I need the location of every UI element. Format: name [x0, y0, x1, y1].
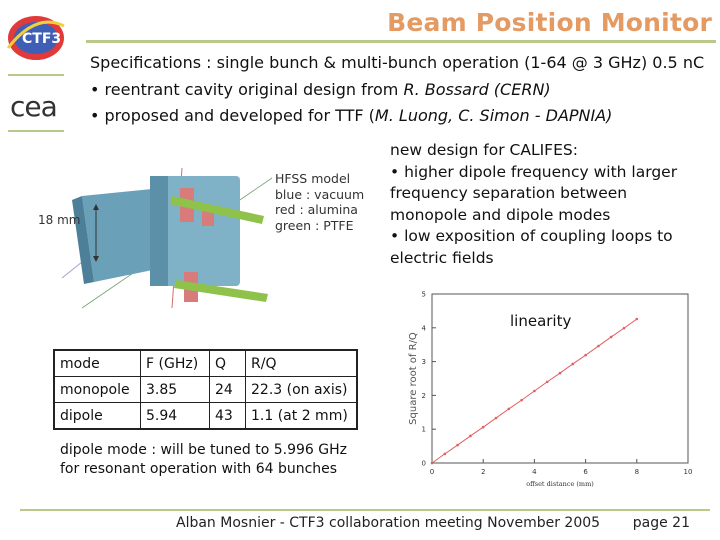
spec-line-3-text: • proposed and developed for TTF ( — [90, 106, 375, 125]
hfss-legend-line: red : alumina — [275, 202, 358, 217]
y-tick-label: 1 — [422, 426, 426, 434]
ctf3-logo: CTF3 — [6, 16, 65, 60]
x-tick-label: 0 — [430, 468, 434, 476]
cea-logo: cea — [10, 92, 58, 122]
hfss-legend: HFSS model blue : vacuum red : alumina g… — [275, 171, 364, 233]
y-axis-label: Square root of R/Q — [408, 332, 419, 425]
spec-line-1: Specifications : single bunch & multi-bu… — [90, 53, 705, 72]
data-point — [584, 353, 587, 357]
side-rule-1 — [8, 74, 64, 76]
tuning-line: for resonant operation with 64 bunches — [60, 461, 338, 477]
table-cell: 24 — [209, 376, 246, 403]
table-header-cell: R/Q — [245, 349, 358, 377]
new-design-line: electric fields — [390, 248, 494, 267]
table-cell: 43 — [209, 402, 246, 430]
spec-line-2-author: R. Bossard (CERN) — [403, 80, 551, 99]
data-point — [481, 425, 485, 429]
table-row: dipole 5.94 43 1.1 (at 2 mm) — [53, 402, 358, 430]
table-cell: 1.1 (at 2 mm) — [245, 402, 358, 430]
data-point — [533, 389, 536, 393]
side-rule-2 — [8, 130, 64, 132]
mode-table: mode F (GHz) Q R/Q monopole 3.85 24 22.3… — [53, 349, 358, 430]
table-cell: 22.3 (on axis) — [245, 376, 358, 403]
chart-title: linearity — [510, 312, 571, 330]
data-point — [609, 335, 613, 339]
spec-line-3-author: M. Luong, C. Simon - DAPNIA) — [374, 106, 613, 125]
data-point — [597, 344, 600, 348]
spec-line-2: • reentrant cavity original design from … — [90, 80, 551, 99]
ctf3-logo-text: CTF3 — [22, 31, 61, 47]
table-cell: dipole — [53, 402, 141, 430]
data-point — [430, 461, 434, 465]
y-tick-label: 0 — [422, 460, 426, 468]
new-design-line: frequency separation between — [390, 184, 628, 202]
data-point — [494, 416, 498, 420]
new-design-notes: new design for CALIFES: • higher dipole … — [390, 140, 677, 269]
data-point — [520, 398, 523, 402]
y-tick-label: 2 — [422, 392, 426, 400]
cavity-model-figure: 18 mm — [38, 167, 273, 309]
data-point — [635, 317, 639, 321]
spec-line-2-text: • reentrant cavity original design from — [90, 80, 404, 99]
y-tick-label: 5 — [422, 291, 426, 299]
table-header-cell: F (GHz) — [140, 349, 210, 377]
y-tick-label: 4 — [422, 324, 427, 332]
data-point — [443, 452, 447, 456]
spec-line-3: • proposed and developed for TTF (M. Luo… — [90, 106, 612, 125]
x-tick-label: 10 — [684, 468, 693, 476]
table-cell: monopole — [53, 376, 141, 403]
data-point — [507, 407, 511, 411]
linearity-chart: 0 2 4 6 8 10 0 1 2 3 4 5 offset distance (mm) Square … — [408, 291, 693, 489]
hfss-legend-line: blue : vacuum — [275, 186, 365, 202]
x-tick-label: 6 — [583, 468, 588, 476]
footer-text: Alban Mosnier - CTF3 collaboration meeti… — [176, 515, 601, 531]
footer-rule — [20, 509, 710, 511]
title-rule — [86, 40, 716, 43]
data-point — [622, 326, 626, 330]
x-tick-label: 8 — [635, 468, 639, 476]
y-tick-label: 3 — [422, 358, 426, 366]
dimension-label: 18 mm — [38, 213, 80, 227]
data-point — [469, 434, 472, 438]
plot-frame — [431, 293, 689, 464]
page-number: page 21 — [632, 515, 690, 531]
hfss-legend-line: HFSS model — [275, 171, 351, 186]
table-header-cell: mode — [53, 349, 141, 377]
table-row: monopole 3.85 24 22.3 (on axis) — [53, 376, 358, 403]
page-title: Beam Position Monitor — [387, 8, 712, 37]
data-point — [545, 380, 549, 384]
table-header-row: mode F (GHz) Q R/Q — [53, 349, 358, 377]
x-axis-label: offset distance (mm) — [526, 480, 594, 488]
data-point — [456, 443, 459, 447]
tuning-note: dipole mode : will be tuned to 5.996 GHz… — [60, 441, 347, 479]
tuning-line: dipole mode : will be tuned to 5.996 GHz — [60, 442, 347, 458]
new-design-line: monopole and dipole modes — [390, 205, 611, 224]
hfss-legend-line: green : PTFE — [275, 217, 354, 233]
table-cell: 5.94 — [140, 402, 210, 430]
table-cell: 3.85 — [140, 376, 210, 403]
x-tick-label: 2 — [481, 468, 485, 476]
new-design-line: • higher dipole frequency with larger — [390, 162, 678, 181]
data-point — [571, 362, 575, 366]
table-header-cell: Q — [209, 349, 246, 377]
cea-logo-text: cea — [10, 92, 57, 122]
x-tick-label: 4 — [532, 468, 537, 476]
new-design-line: new design for CALIFES: — [390, 141, 578, 159]
new-design-line: • low exposition of coupling loops to — [390, 227, 673, 245]
data-point — [558, 371, 562, 375]
